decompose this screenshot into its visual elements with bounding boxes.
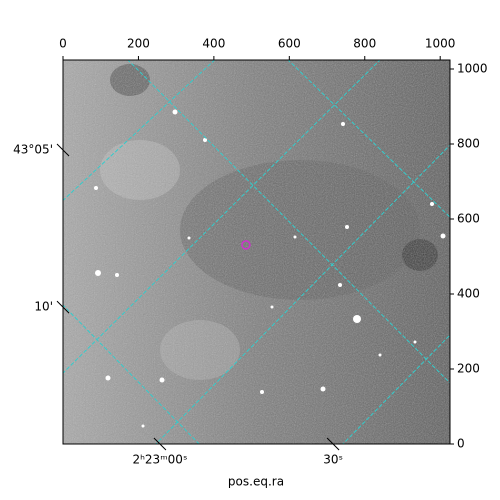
y-tick-label: 1000 bbox=[457, 62, 488, 76]
x-tick-label: 800 bbox=[353, 37, 376, 51]
sky-image bbox=[63, 60, 450, 444]
y-tick-label: 0 bbox=[457, 437, 465, 451]
world-x-tick-label: 30ˢ bbox=[323, 453, 343, 467]
x-axis-label: pos.eq.ra bbox=[228, 475, 284, 489]
x-tick-label: 1000 bbox=[425, 37, 456, 51]
x-tick-label: 400 bbox=[202, 37, 225, 51]
target-marker bbox=[241, 240, 251, 250]
world-x-tick bbox=[153, 437, 167, 451]
x-tick-label: 600 bbox=[278, 37, 301, 51]
y-tick-label: 800 bbox=[457, 137, 480, 151]
x-tick-label: 200 bbox=[127, 37, 150, 51]
world-y-tick bbox=[56, 300, 70, 314]
world-y-tick bbox=[56, 143, 70, 157]
y-tick-label: 200 bbox=[457, 362, 480, 376]
x-tick-label: 0 bbox=[59, 37, 67, 51]
y-tick-label: 600 bbox=[457, 212, 480, 226]
plot-frame bbox=[62, 59, 451, 445]
world-y-tick-label: 10' bbox=[34, 300, 53, 314]
world-y-tick-label: 43°05' bbox=[13, 143, 53, 157]
world-x-tick-label: 2ʰ23ᵐ00ˢ bbox=[132, 453, 187, 467]
y-tick-label: 400 bbox=[457, 287, 480, 301]
world-x-tick bbox=[326, 437, 340, 451]
coordinate-grid bbox=[63, 60, 450, 444]
